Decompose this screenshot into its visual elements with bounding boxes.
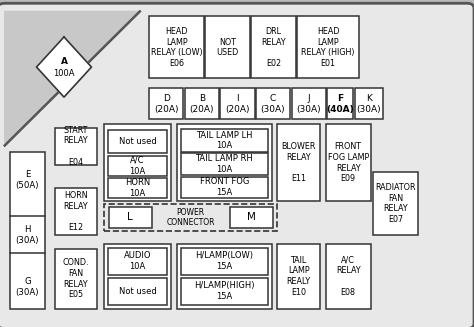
Bar — [10, 152, 45, 309]
Text: E
(50A): E (50A) — [16, 170, 39, 190]
Bar — [104, 124, 171, 201]
Bar — [230, 207, 273, 228]
Bar — [181, 177, 268, 198]
Text: F
(40A): F (40A) — [326, 94, 354, 114]
Bar — [109, 207, 152, 228]
Text: B
(20A): B (20A) — [190, 94, 214, 114]
Bar — [355, 88, 383, 119]
Bar — [251, 16, 296, 78]
Bar — [149, 88, 183, 119]
Text: TAIL
LAMP
REALY
E10: TAIL LAMP REALY E10 — [287, 256, 310, 297]
Text: HEAD
LAMP
RELAY (HIGH)
E01: HEAD LAMP RELAY (HIGH) E01 — [301, 27, 355, 68]
Polygon shape — [5, 11, 140, 146]
Text: HORN
RELAY

E12: HORN RELAY E12 — [64, 191, 88, 232]
Text: H/LAMP(LOW)
15A: H/LAMP(LOW) 15A — [195, 251, 253, 271]
Bar — [181, 129, 268, 152]
Bar — [177, 124, 272, 201]
Text: H/LAMP(HIGH)
15A: H/LAMP(HIGH) 15A — [194, 282, 255, 301]
Text: C
(30A): C (30A) — [261, 94, 285, 114]
Text: M: M — [247, 213, 255, 222]
Text: A/C
RELAY

E08: A/C RELAY E08 — [336, 256, 360, 297]
FancyBboxPatch shape — [0, 3, 474, 327]
Bar — [256, 88, 290, 119]
Text: I
(20A): I (20A) — [225, 94, 250, 114]
Bar — [326, 124, 371, 201]
Bar — [149, 16, 204, 78]
Bar — [326, 244, 371, 309]
Bar — [55, 249, 97, 309]
Bar — [205, 16, 250, 78]
Bar — [55, 128, 97, 165]
Bar — [104, 244, 171, 309]
Text: L: L — [128, 213, 133, 222]
Text: D
(20A): D (20A) — [154, 94, 179, 114]
Bar — [292, 88, 326, 119]
Text: FRONT FOG
15A: FRONT FOG 15A — [200, 178, 249, 197]
Text: FRONT
FOG LAMP
RELAY
E09: FRONT FOG LAMP RELAY E09 — [328, 142, 369, 183]
Bar — [108, 130, 167, 153]
Text: HORN
10A: HORN 10A — [125, 178, 150, 198]
Bar — [185, 88, 219, 119]
Text: H
(30A): H (30A) — [16, 225, 39, 245]
Bar — [108, 178, 167, 198]
Bar — [177, 244, 272, 309]
Bar — [181, 248, 268, 275]
Bar — [220, 88, 255, 119]
Bar — [277, 244, 320, 309]
Bar — [277, 124, 320, 201]
Text: Not used: Not used — [118, 287, 156, 296]
Text: NOT
USED: NOT USED — [216, 38, 238, 57]
Text: J
(30A): J (30A) — [296, 94, 321, 114]
Text: HEAD
LAMP
RELAY (LOW)
E06: HEAD LAMP RELAY (LOW) E06 — [151, 27, 202, 68]
Text: A: A — [61, 57, 67, 66]
Text: 100A: 100A — [53, 69, 75, 78]
Text: POWER
CONNECTOR: POWER CONNECTOR — [166, 208, 215, 227]
Bar — [104, 204, 277, 231]
Text: TAIL LAMP RH
10A: TAIL LAMP RH 10A — [195, 154, 253, 174]
Text: AUDIO
10A: AUDIO 10A — [124, 251, 151, 271]
Text: K
(30A): K (30A) — [356, 94, 381, 114]
Text: TAIL LAMP LH
10A: TAIL LAMP LH 10A — [196, 130, 253, 150]
Text: BLOWER
RELAY

E11: BLOWER RELAY E11 — [282, 142, 316, 183]
Text: RADIATOR
FAN
RELAY
E07: RADIATOR FAN RELAY E07 — [375, 183, 416, 224]
Bar — [327, 88, 353, 119]
Bar — [297, 16, 359, 78]
Text: DRL
RELAY

E02: DRL RELAY E02 — [262, 27, 286, 68]
Text: A/C
10A: A/C 10A — [129, 156, 146, 176]
Bar — [108, 278, 167, 305]
Polygon shape — [36, 37, 91, 97]
Bar — [108, 248, 167, 275]
Text: COND.
FAN
RELAY
E05: COND. FAN RELAY E05 — [63, 258, 89, 300]
Bar — [55, 188, 97, 235]
Text: G
(30A): G (30A) — [16, 277, 39, 297]
Text: START
RELAY

E04: START RELAY E04 — [64, 126, 88, 167]
Bar — [373, 172, 418, 235]
Bar — [181, 278, 268, 305]
Bar — [181, 153, 268, 175]
Text: Not used: Not used — [118, 137, 156, 146]
Bar — [108, 156, 167, 176]
